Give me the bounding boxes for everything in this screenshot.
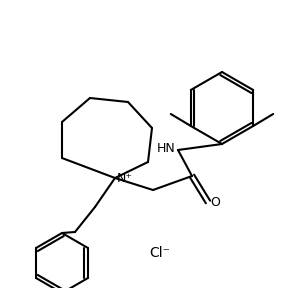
Text: O: O (210, 196, 220, 209)
Text: N⁺: N⁺ (117, 171, 133, 185)
Text: HN: HN (157, 141, 176, 154)
Text: Cl⁻: Cl⁻ (150, 246, 170, 260)
